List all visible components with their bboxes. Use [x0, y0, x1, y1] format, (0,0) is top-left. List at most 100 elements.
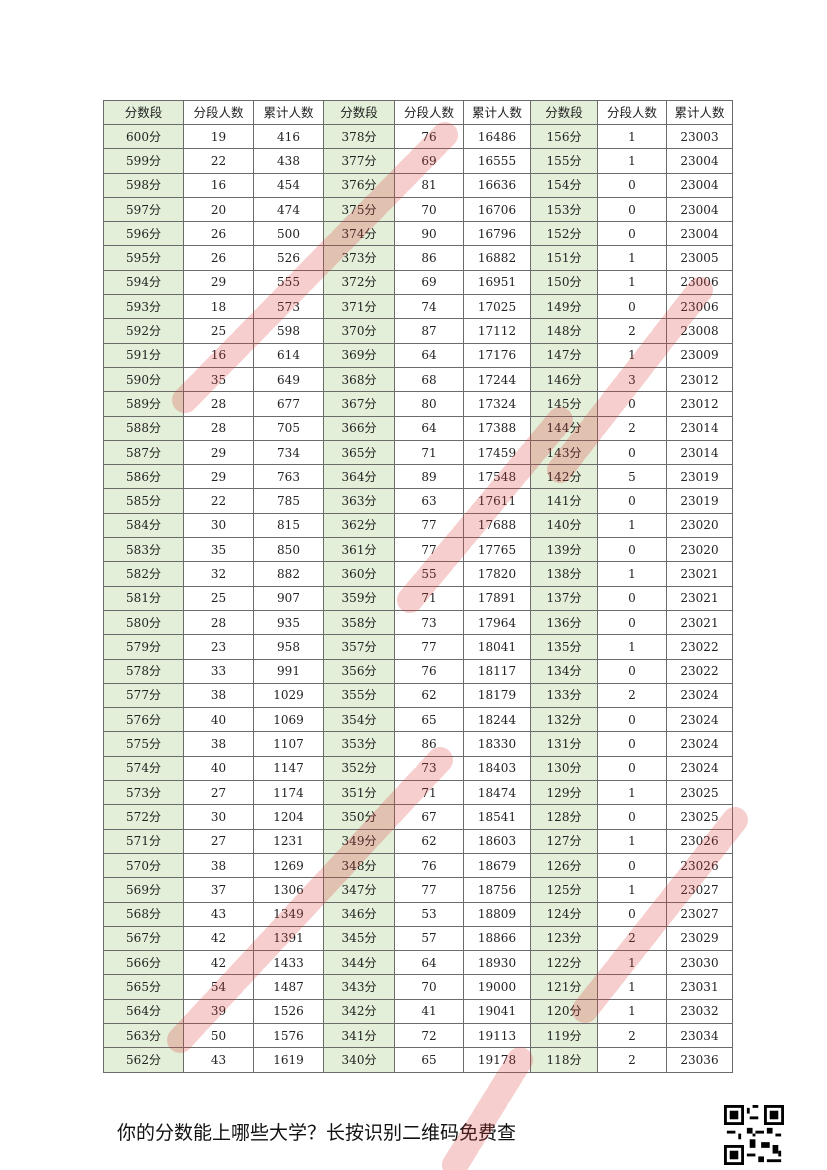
score-cell: 592分	[103, 318, 184, 344]
score-cell: 144分	[530, 415, 598, 441]
score-cell: 137分	[530, 585, 598, 611]
score-cell: 569分	[103, 877, 184, 903]
score-cell: 343分	[323, 974, 395, 1000]
score-cell: 139分	[530, 537, 598, 563]
score-cell: 598分	[103, 172, 184, 198]
cumulative-count-cell: 1391	[253, 925, 324, 952]
cumulative-count-cell: 23026	[666, 852, 733, 879]
segment-count-cell: 2	[597, 925, 667, 952]
score-cell: 360分	[323, 561, 395, 587]
table-row: 568分 43 1349 346分 53 18809 124分 0 23027	[103, 901, 733, 927]
segment-count-cell: 2	[597, 318, 667, 344]
cumulative-count-cell: 573	[253, 294, 324, 320]
segment-count-cell: 5	[597, 464, 667, 490]
score-cell: 350分	[323, 804, 395, 830]
score-cell: 357分	[323, 634, 395, 660]
score-cell: 127分	[530, 828, 598, 854]
cumulative-count-cell: 705	[253, 415, 324, 441]
segment-count-cell: 1	[597, 974, 667, 1000]
cumulative-count-cell: 16555	[463, 148, 531, 174]
cumulative-count-cell: 474	[253, 196, 324, 223]
cumulative-count-cell: 1433	[253, 950, 324, 976]
score-cell: 354分	[323, 707, 395, 733]
cumulative-count-cell: 17388	[463, 415, 531, 441]
segment-count-cell: 71	[394, 585, 464, 611]
segment-count-cell: 18	[183, 294, 254, 320]
score-cell: 131分	[530, 731, 598, 757]
segment-count-cell: 67	[394, 804, 464, 830]
cumulative-count-cell: 19113	[463, 1022, 531, 1049]
score-cell: 129分	[530, 780, 598, 806]
cumulative-count-cell: 16951	[463, 269, 531, 296]
cumulative-count-cell: 17324	[463, 391, 531, 417]
segment-count-cell: 1	[597, 998, 667, 1024]
segment-count-cell: 28	[183, 609, 254, 636]
segment-count-cell: 76	[394, 658, 464, 684]
column-header: 分数段	[323, 100, 395, 125]
score-cell: 590分	[103, 366, 184, 393]
cumulative-count-cell: 18679	[463, 852, 531, 879]
cumulative-count-cell: 1269	[253, 852, 324, 879]
score-cell: 358分	[323, 609, 395, 636]
score-cell: 580分	[103, 609, 184, 636]
cumulative-count-cell: 17244	[463, 366, 531, 393]
segment-count-cell: 2	[597, 415, 667, 441]
cumulative-count-cell: 23012	[666, 366, 733, 393]
score-cell: 119分	[530, 1022, 598, 1049]
score-cell: 368分	[323, 366, 395, 393]
segment-count-cell: 29	[183, 464, 254, 490]
segment-count-cell: 20	[183, 196, 254, 223]
cumulative-count-cell: 1204	[253, 804, 324, 830]
cumulative-count-cell: 958	[253, 634, 324, 660]
cumulative-count-cell: 438	[253, 148, 324, 174]
cumulative-count-cell: 882	[253, 561, 324, 587]
score-cell: 147分	[530, 342, 598, 368]
segment-count-cell: 87	[394, 318, 464, 344]
segment-count-cell: 1	[597, 269, 667, 296]
segment-count-cell: 23	[183, 634, 254, 660]
segment-count-cell: 26	[183, 245, 254, 271]
score-cell: 572分	[103, 804, 184, 830]
column-header: 分数段	[103, 100, 184, 125]
segment-count-cell: 28	[183, 391, 254, 417]
segment-count-cell: 72	[394, 1022, 464, 1049]
qr-code-icon[interactable]	[723, 1105, 785, 1165]
segment-count-cell: 0	[597, 172, 667, 198]
score-cell: 369分	[323, 342, 395, 368]
cumulative-count-cell: 23021	[666, 585, 733, 611]
score-cell: 574分	[103, 755, 184, 782]
segment-count-cell: 0	[597, 901, 667, 927]
cumulative-count-cell: 18330	[463, 731, 531, 757]
score-cell: 153分	[530, 196, 598, 223]
cumulative-count-cell: 23027	[666, 877, 733, 903]
column-header: 累计人数	[666, 100, 733, 125]
cumulative-count-cell: 18541	[463, 804, 531, 830]
cumulative-count-cell: 17176	[463, 342, 531, 368]
cumulative-count-cell: 23025	[666, 780, 733, 806]
score-cell: 340分	[323, 1047, 395, 1073]
column-header: 分段人数	[597, 100, 667, 125]
score-cell: 128分	[530, 804, 598, 830]
segment-count-cell: 77	[394, 877, 464, 903]
segment-count-cell: 19	[183, 123, 254, 150]
cumulative-count-cell: 598	[253, 318, 324, 344]
segment-count-cell: 0	[597, 804, 667, 830]
segment-count-cell: 0	[597, 609, 667, 636]
cumulative-count-cell: 23022	[666, 658, 733, 684]
score-cell: 363分	[323, 488, 395, 514]
score-cell: 138分	[530, 561, 598, 587]
score-cell: 365分	[323, 439, 395, 466]
cumulative-count-cell: 19178	[463, 1047, 531, 1073]
cumulative-count-cell: 23024	[666, 731, 733, 757]
segment-count-cell: 1	[597, 634, 667, 660]
segment-count-cell: 42	[183, 950, 254, 976]
segment-count-cell: 22	[183, 488, 254, 514]
cumulative-count-cell: 935	[253, 609, 324, 636]
segment-count-cell: 0	[597, 439, 667, 466]
segment-count-cell: 63	[394, 488, 464, 514]
footer-promo-text: 你的分数能上哪些大学？长按识别二维码免费查	[117, 1122, 517, 1144]
cumulative-count-cell: 677	[253, 391, 324, 417]
cumulative-count-cell: 19041	[463, 998, 531, 1024]
score-cell: 372分	[323, 269, 395, 296]
segment-count-cell: 35	[183, 366, 254, 393]
